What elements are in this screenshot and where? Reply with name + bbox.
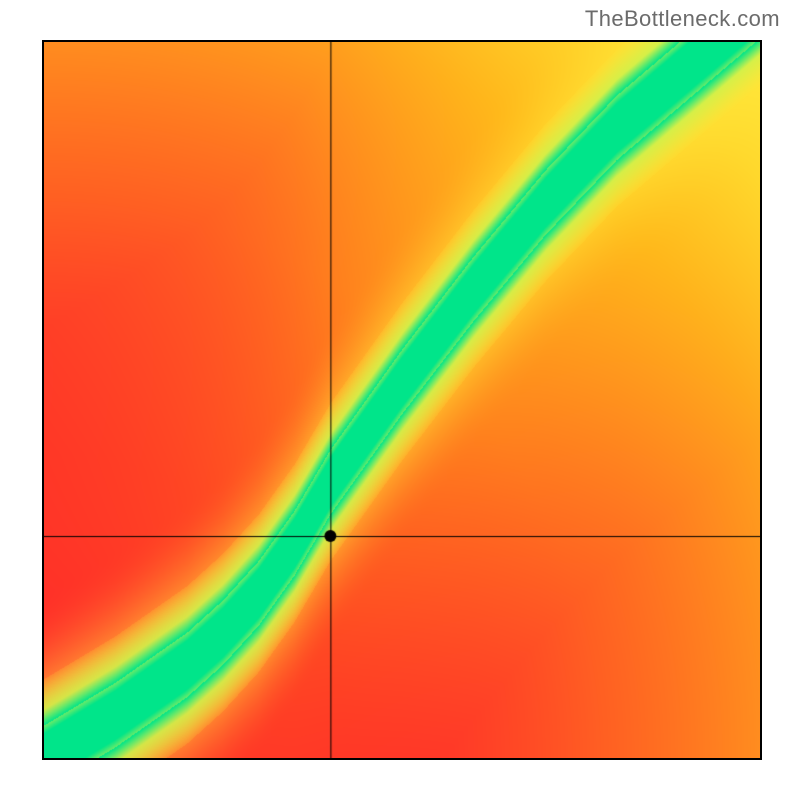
heatmap-canvas: [44, 42, 760, 758]
attribution-text: TheBottleneck.com: [585, 6, 780, 32]
bottleneck-heatmap: [42, 40, 762, 760]
